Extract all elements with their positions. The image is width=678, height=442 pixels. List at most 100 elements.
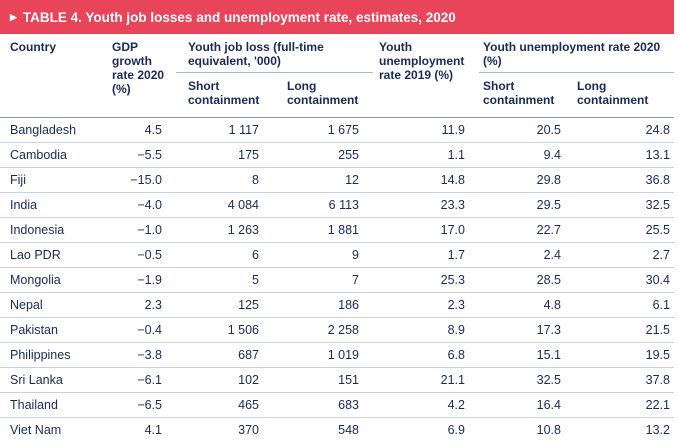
- cell-country: Lao PDR: [0, 243, 100, 268]
- header-unemployment-2019: Youth unemployment rate 2019 (%): [373, 34, 479, 118]
- cell-unemployment-2020-long: 22.1: [575, 393, 674, 418]
- cell-job-loss-short: 125: [176, 293, 273, 318]
- cell-job-loss-long: 186: [273, 293, 373, 318]
- cell-job-loss-long: 1 881: [273, 218, 373, 243]
- cell-unemployment-2020-short: 4.8: [479, 293, 575, 318]
- cell-gdp-growth: −0.4: [100, 318, 176, 343]
- cell-unemployment-2020-short: 29.8: [479, 168, 575, 193]
- cell-unemployment-2019: 23.3: [373, 193, 479, 218]
- cell-unemployment-2020-short: 10.8: [479, 418, 575, 442]
- cell-unemployment-2019: 6.8: [373, 343, 479, 368]
- cell-unemployment-2020-short: 17.3: [479, 318, 575, 343]
- cell-unemployment-2020-short: 16.4: [479, 393, 575, 418]
- cell-country: Philippines: [0, 343, 100, 368]
- cell-job-loss-short: 4 084: [176, 193, 273, 218]
- header-job-loss-long: Long containment: [273, 73, 373, 118]
- cell-gdp-growth: 4.1: [100, 418, 176, 442]
- cell-job-loss-long: 683: [273, 393, 373, 418]
- cell-job-loss-long: 1 019: [273, 343, 373, 368]
- cell-job-loss-short: 6: [176, 243, 273, 268]
- cell-job-loss-long: 7: [273, 268, 373, 293]
- cell-job-loss-long: 6 113: [273, 193, 373, 218]
- header-unemp-2020-short: Short containment: [479, 73, 575, 118]
- cell-unemployment-2020-short: 20.5: [479, 118, 575, 143]
- cell-job-loss-short: 687: [176, 343, 273, 368]
- cell-gdp-growth: −6.5: [100, 393, 176, 418]
- cell-unemployment-2020-long: 19.5: [575, 343, 674, 368]
- cell-job-loss-short: 102: [176, 368, 273, 393]
- cell-unemployment-2020-short: 15.1: [479, 343, 575, 368]
- cell-country: India: [0, 193, 100, 218]
- cell-unemployment-2020-long: 13.2: [575, 418, 674, 442]
- data-table: Country GDP growth rate 2020 (%) Youth j…: [0, 34, 674, 442]
- cell-gdp-growth: 4.5: [100, 118, 176, 143]
- cell-country: Sri Lanka: [0, 368, 100, 393]
- cell-unemployment-2019: 25.3: [373, 268, 479, 293]
- cell-unemployment-2020-long: 13.1: [575, 143, 674, 168]
- cell-job-loss-long: 548: [273, 418, 373, 442]
- cell-country: Fiji: [0, 168, 100, 193]
- cell-job-loss-short: 1 263: [176, 218, 273, 243]
- cell-job-loss-long: 2 258: [273, 318, 373, 343]
- cell-unemployment-2019: 1.1: [373, 143, 479, 168]
- cell-country: Thailand: [0, 393, 100, 418]
- cell-unemployment-2019: 6.9: [373, 418, 479, 442]
- cell-unemployment-2019: 4.2: [373, 393, 479, 418]
- table-title-bar: ▶ TABLE 4. Youth job losses and unemploy…: [0, 0, 674, 34]
- cell-job-loss-short: 370: [176, 418, 273, 442]
- cell-gdp-growth: −1.9: [100, 268, 176, 293]
- cell-gdp-growth: 2.3: [100, 293, 176, 318]
- cell-unemployment-2020-long: 37.8: [575, 368, 674, 393]
- cell-unemployment-2020-short: 29.5: [479, 193, 575, 218]
- cell-unemployment-2020-long: 6.1: [575, 293, 674, 318]
- cell-unemployment-2020-long: 32.5: [575, 193, 674, 218]
- cell-unemployment-2019: 21.1: [373, 368, 479, 393]
- cell-unemployment-2019: 2.3: [373, 293, 479, 318]
- cell-gdp-growth: −6.1: [100, 368, 176, 393]
- cell-unemployment-2020-long: 21.5: [575, 318, 674, 343]
- header-gdp-growth: GDP growth rate 2020 (%): [100, 34, 176, 118]
- cell-unemployment-2019: 14.8: [373, 168, 479, 193]
- cell-unemployment-2020-long: 2.7: [575, 243, 674, 268]
- header-country: Country: [0, 34, 100, 118]
- cell-unemployment-2019: 17.0: [373, 218, 479, 243]
- cell-job-loss-short: 465: [176, 393, 273, 418]
- cell-job-loss-short: 8: [176, 168, 273, 193]
- cell-country: Mongolia: [0, 268, 100, 293]
- cell-job-loss-long: 151: [273, 368, 373, 393]
- cell-gdp-growth: −4.0: [100, 193, 176, 218]
- cell-job-loss-long: 255: [273, 143, 373, 168]
- header-unemp-2020-long: Long containment: [575, 73, 674, 118]
- cell-unemployment-2020-short: 22.7: [479, 218, 575, 243]
- cell-gdp-growth: −5.5: [100, 143, 176, 168]
- cell-unemployment-2019: 1.7: [373, 243, 479, 268]
- table-title: TABLE 4. Youth job losses and unemployme…: [23, 10, 456, 25]
- cell-country: Viet Nam: [0, 418, 100, 442]
- cell-country: Bangladesh: [0, 118, 100, 143]
- cell-job-loss-short: 1 506: [176, 318, 273, 343]
- cell-job-loss-long: 1 675: [273, 118, 373, 143]
- cell-unemployment-2020-long: 36.8: [575, 168, 674, 193]
- cell-unemployment-2019: 11.9: [373, 118, 479, 143]
- header-youth-job-loss: Youth job loss (full-time equivalent, '0…: [176, 34, 373, 73]
- cell-country: Pakistan: [0, 318, 100, 343]
- cell-gdp-growth: −3.8: [100, 343, 176, 368]
- cell-unemployment-2019: 8.9: [373, 318, 479, 343]
- cell-gdp-growth: −1.0: [100, 218, 176, 243]
- header-unemployment-2020: Youth unemployment rate 2020 (%): [479, 34, 674, 73]
- cell-country: Cambodia: [0, 143, 100, 168]
- table-container: Country GDP growth rate 2020 (%) Youth j…: [0, 34, 674, 442]
